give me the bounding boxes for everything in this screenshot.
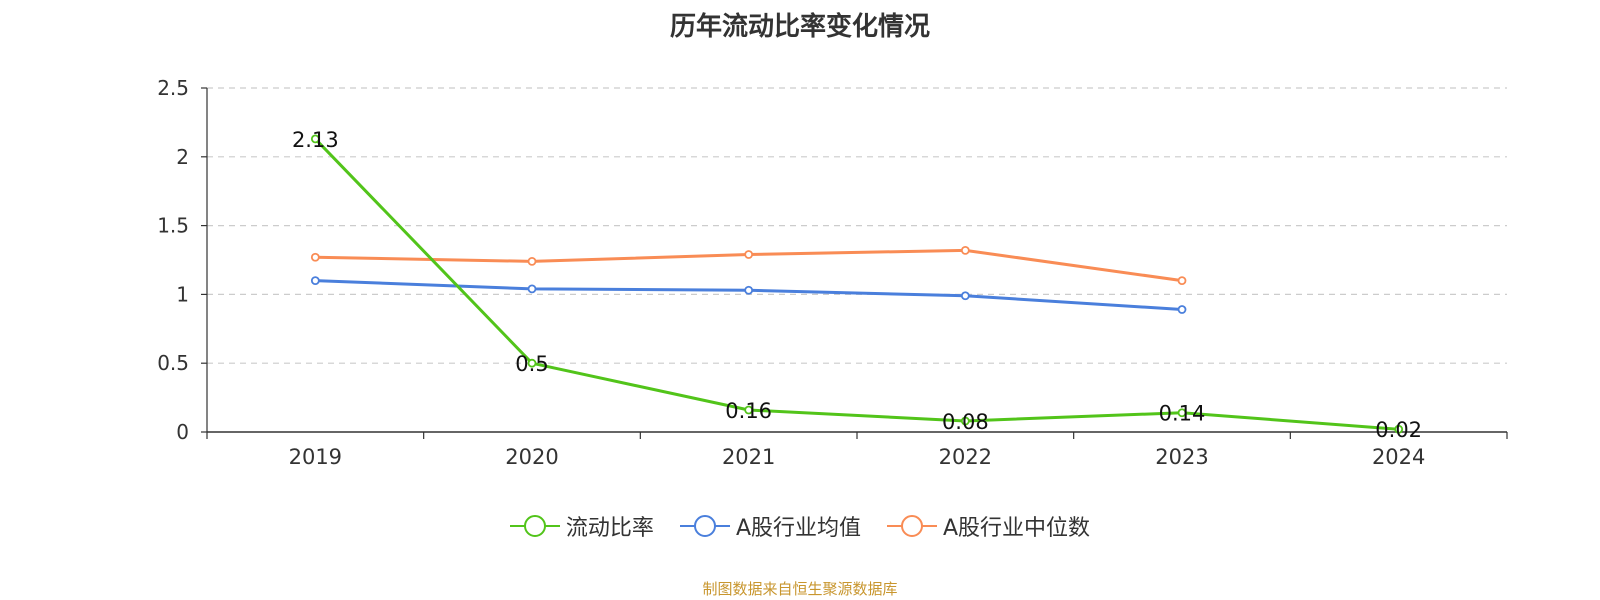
x-tick-label: 2023: [1155, 445, 1208, 469]
data-label: 2.13: [292, 128, 339, 152]
data-point: [527, 284, 537, 294]
data-point: [1177, 408, 1187, 418]
data-point: [1177, 305, 1187, 314]
legend-label: A股行业中位数: [943, 516, 1091, 541]
data-point: [527, 256, 537, 266]
data-label: 0.5: [515, 352, 548, 376]
x-tick-label: 2020: [505, 445, 558, 469]
y-tick-label: 1: [176, 282, 189, 306]
data-point: [310, 134, 320, 144]
x-tick-label: 2022: [939, 445, 992, 469]
data-point: [960, 416, 970, 426]
data-point: [1394, 424, 1404, 434]
data-label: 0.08: [942, 410, 989, 434]
y-tick-label: 0: [176, 420, 189, 444]
legend: 流动比率 A股行业均值 A股行业中位数: [0, 510, 1600, 542]
legend-label: A股行业均值: [735, 516, 861, 541]
data-label: 0.14: [1159, 402, 1206, 426]
legend-item[interactable]: A股行业中位数: [887, 510, 1090, 542]
legend-marker-icon: [887, 515, 937, 537]
data-point: [527, 358, 537, 368]
data-point: [960, 291, 970, 301]
legend-item[interactable]: 流动比率: [509, 510, 654, 542]
data-point: [744, 405, 754, 415]
y-tick-label: 0.5: [157, 351, 189, 375]
data-point: [310, 252, 320, 262]
series-line: [315, 279, 1183, 312]
x-tick-label: 2024: [1372, 445, 1425, 469]
data-point: [744, 250, 754, 259]
x-tick-label: 2019: [289, 445, 342, 469]
y-tick-label: 2.5: [157, 76, 189, 100]
data-label: 0.02: [1375, 418, 1422, 442]
source-note: 制图数据来自恒生聚源数据库: [702, 580, 898, 598]
y-tick-label: 2: [176, 145, 189, 169]
legend-item[interactable]: A股行业均值: [679, 510, 861, 542]
x-tick-label: 2021: [722, 445, 775, 469]
data-point: [744, 285, 754, 295]
data-label: 0.16: [725, 399, 772, 423]
chart-title: 历年流动比率变化情况: [669, 12, 930, 42]
data-point: [960, 245, 970, 255]
legend-marker-icon: [679, 515, 730, 537]
legend-label: 流动比率: [565, 516, 654, 541]
series-line: [314, 137, 1399, 431]
data-point: [310, 276, 320, 286]
legend-marker-icon: [509, 515, 560, 537]
data-point: [1177, 276, 1187, 286]
y-tick-label: 1.5: [157, 214, 189, 238]
